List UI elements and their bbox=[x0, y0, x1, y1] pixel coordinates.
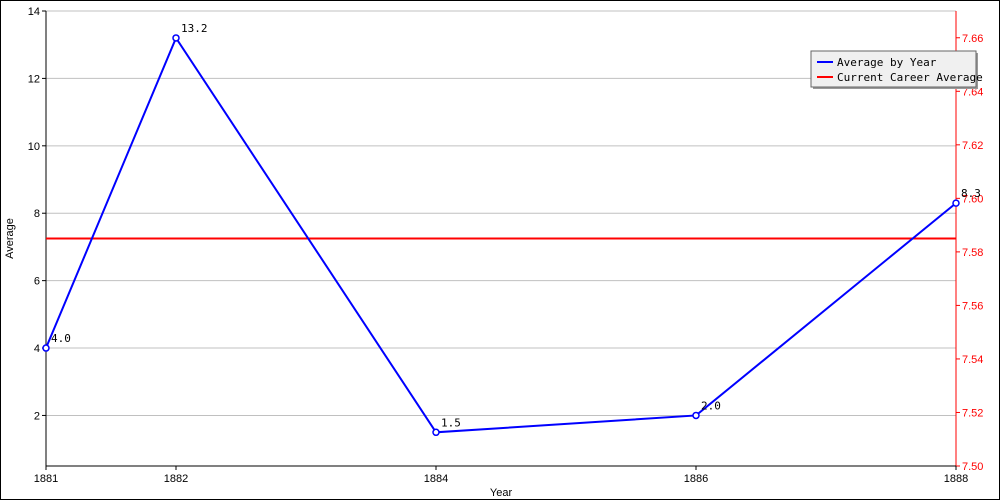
right-tick-label: 7.62 bbox=[962, 140, 983, 152]
legend-label-2: Current Career Average bbox=[837, 71, 983, 84]
data-point-label: 4.0 bbox=[51, 332, 71, 345]
x-tick-label: 1882 bbox=[164, 473, 188, 485]
data-point-label: 8.3 bbox=[961, 187, 981, 200]
right-tick-label: 7.66 bbox=[962, 33, 983, 45]
x-axis-title: Year bbox=[490, 487, 513, 499]
left-tick-label: 12 bbox=[28, 73, 40, 85]
left-tick-label: 8 bbox=[34, 208, 40, 220]
x-tick-label: 1884 bbox=[424, 473, 448, 485]
left-tick-label: 10 bbox=[28, 141, 40, 153]
right-tick-label: 7.52 bbox=[962, 407, 983, 419]
left-tick-label: 14 bbox=[28, 6, 40, 18]
data-point-marker bbox=[43, 345, 49, 351]
data-point-label: 1.5 bbox=[441, 416, 461, 429]
x-tick-label: 1888 bbox=[944, 473, 968, 485]
left-tick-label: 2 bbox=[34, 410, 40, 422]
data-point-label: 13.2 bbox=[181, 22, 208, 35]
data-point-label: 2.0 bbox=[701, 399, 721, 412]
x-tick-label: 1886 bbox=[684, 473, 708, 485]
right-tick-label: 7.58 bbox=[962, 247, 983, 259]
data-point-marker bbox=[173, 35, 179, 41]
average-by-year-line bbox=[46, 38, 956, 432]
data-point-marker bbox=[953, 200, 959, 206]
left-tick-label: 4 bbox=[34, 343, 40, 355]
x-tick-label: 1881 bbox=[34, 473, 58, 485]
right-tick-label: 7.56 bbox=[962, 300, 983, 312]
line-chart: 24681012147.507.527.547.567.587.607.627.… bbox=[1, 1, 999, 499]
legend-label-1: Average by Year bbox=[837, 56, 937, 69]
left-axis-title: Average bbox=[4, 218, 16, 259]
data-point-marker bbox=[433, 429, 439, 435]
right-tick-label: 7.54 bbox=[962, 354, 983, 366]
right-tick-label: 7.50 bbox=[962, 461, 983, 473]
chart-container: 24681012147.507.527.547.567.587.607.627.… bbox=[0, 0, 1000, 500]
left-tick-label: 6 bbox=[34, 276, 40, 288]
data-point-marker bbox=[693, 412, 699, 418]
